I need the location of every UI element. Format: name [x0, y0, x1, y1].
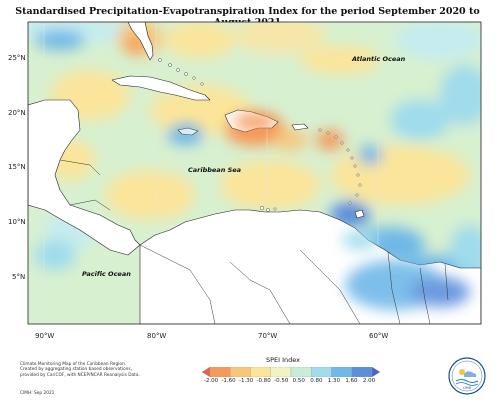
pacific-ocean-label: Pacific Ocean: [82, 270, 131, 278]
legend-tick-label: 1.30: [327, 378, 340, 384]
legend-tick-label: -0.80: [256, 378, 271, 384]
longitude-labels: 90°W 80°W 70°W 60°W: [35, 332, 388, 340]
legend-swatch: [270, 367, 292, 377]
small-islands: [158, 58, 362, 212]
legend-swatch: [250, 367, 271, 377]
credit-line: provided by CariCOF, with NCEP/NCAR Rean…: [20, 372, 140, 378]
lat-label: 10°N: [8, 218, 26, 226]
lat-label: 15°N: [8, 163, 26, 171]
cuba-land: [111, 75, 211, 101]
map-area: [28, 22, 481, 324]
legend-swatch: [202, 367, 211, 377]
map-frame: [27, 21, 482, 325]
florida-land: [127, 22, 154, 61]
central-america-land: [28, 99, 141, 256]
trinidad-land: [354, 209, 365, 219]
legend-tick-label: -0.50: [274, 378, 289, 384]
lat-label: 25°N: [8, 54, 26, 62]
legend-tick-label: 0.50: [292, 378, 305, 384]
legend-swatch: [311, 367, 332, 377]
atlantic-ocean-label: Atlantic Ocean: [351, 55, 406, 63]
cimh-logo: CIMH: [448, 357, 486, 395]
latitude-labels: 25°N 20°N 15°N 10°N 5°N: [8, 54, 26, 281]
legend-swatch: [230, 367, 251, 377]
legend-swatch: [371, 367, 380, 377]
legend-swatch: [290, 367, 312, 377]
legend-tick-label: -2.00: [203, 378, 219, 384]
legend-swatch: [331, 367, 352, 377]
lon-label: 90°W: [35, 332, 54, 340]
credit-line: Climate Monitoring Map of the Caribbean …: [20, 362, 127, 367]
credit-line: Created by aggregating station based obs…: [20, 367, 132, 373]
legend-tick-label: 0.80: [310, 378, 323, 384]
legend-tick-label: -1.60: [221, 378, 236, 384]
caribbean-sea-label: Caribbean Sea: [188, 166, 241, 174]
country-borders: [59, 159, 449, 324]
logo-text: CIMH: [463, 386, 472, 390]
legend-title: SPEI Index: [266, 356, 301, 364]
credit-text: Climate Monitoring Map of the Caribbean …: [20, 362, 170, 378]
legend-swatch: [351, 367, 373, 377]
credit-date: CIMH: Sep 2021: [20, 391, 55, 396]
lat-label: 20°N: [8, 109, 26, 117]
legend-tick-label: 1.60: [345, 378, 358, 384]
legend-tick-label: 2.00: [362, 378, 376, 384]
puerto-rico-land: [291, 123, 309, 131]
legend-swatch: [209, 367, 231, 377]
lat-label: 5°N: [12, 273, 25, 281]
legend-tick-label: -1.30: [238, 378, 254, 384]
lon-label: 60°W: [369, 332, 388, 340]
legend-colorbar: [202, 367, 380, 377]
lon-label: 80°W: [147, 332, 166, 340]
lon-label: 70°W: [258, 332, 277, 340]
spei-field: [28, 22, 481, 320]
